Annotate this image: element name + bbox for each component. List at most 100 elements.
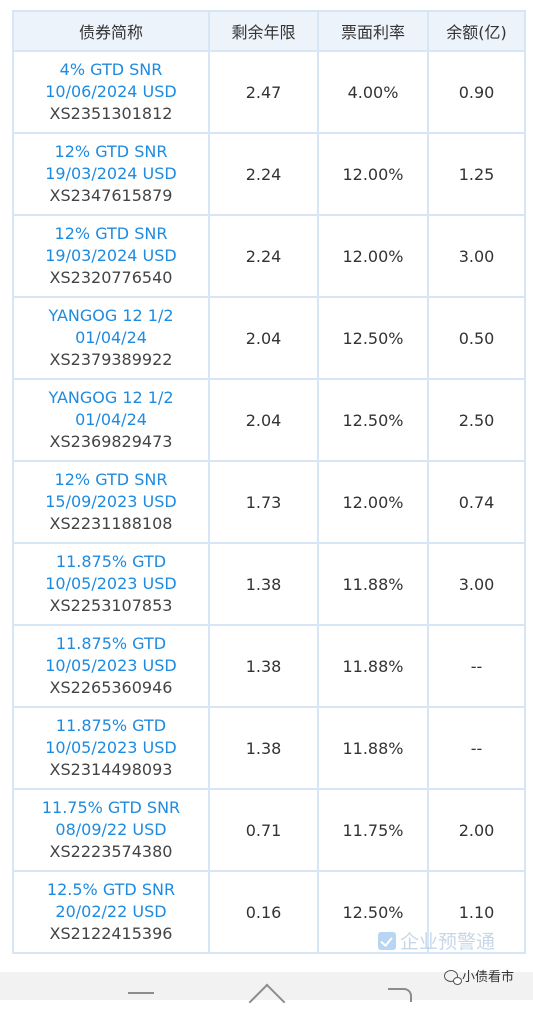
table-row[interactable]: 12% GTD SNR 19/03/2024 USD XS2320776540 2.2… [12,214,526,298]
table-row[interactable]: 4% GTD SNR 10/06/2024 USD XS2351301812 2.47… [12,50,526,134]
remaining-years-cell: 1.38 [208,542,319,626]
balance-cell: 1.25 [427,132,526,216]
balance-cell: 2.50 [427,378,526,462]
bond-name-line2[interactable]: 10/06/2024 USD [45,82,177,101]
bond-table: 债券简称 剩余年限 票面利率 余额(亿) 4% GTD SNR 10/06/202… [12,10,526,954]
table-row[interactable]: 12% GTD SNR 19/03/2024 USD XS2347615879 2.2… [12,132,526,216]
balance-cell: 1.10 [427,870,526,954]
account-name: 小债看市 [462,970,515,985]
header-remaining-years: 剩余年限 [208,10,319,52]
bond-name-line2[interactable]: 10/05/2023 USD [45,738,177,757]
account-tag: 小债看市 [444,966,514,985]
bond-name-cell[interactable]: 12.5% GTD SNR 20/02/22 USD XS2122415396 [12,870,210,954]
balance-cell: -- [427,706,526,790]
coupon-rate-cell: 12.00% [317,460,429,544]
balance-cell: 3.00 [427,542,526,626]
bond-name-line1[interactable]: 11.875% GTD [55,552,167,571]
bond-name-line2[interactable]: 19/03/2024 USD [45,246,177,265]
bond-name-cell[interactable]: YANGOG 12 1/2 01/04/24 XS2379389922 [12,296,210,380]
bond-code: XS2369829473 [49,432,173,451]
remaining-years-cell: 1.38 [208,624,319,708]
table-row[interactable]: 11.875% GTD 10/05/2023 USD XS2265360946 1.3… [12,624,526,708]
bond-name-cell[interactable]: 12% GTD SNR 19/03/2024 USD XS2320776540 [12,214,210,298]
remaining-years-cell: 1.38 [208,706,319,790]
table-row[interactable]: 12.5% GTD SNR 20/02/22 USD XS2122415396 0.1… [12,870,526,954]
coupon-rate-cell: 11.75% [317,788,429,872]
coupon-rate-cell: 12.00% [317,132,429,216]
coupon-rate-cell: 11.88% [317,542,429,626]
bond-name-line1[interactable]: 4% GTD SNR [59,60,163,79]
bond-code: XS2265360946 [49,678,173,697]
coupon-rate-cell: 12.50% [317,870,429,954]
bond-name-line1[interactable]: 12.5% GTD SNR [46,880,176,899]
bond-code: XS2223574380 [49,842,173,861]
bond-code: XS2347615879 [49,186,173,205]
table-row[interactable]: 11.875% GTD 10/05/2023 USD XS2314498093 1.3… [12,706,526,790]
coupon-rate-cell: 12.00% [317,214,429,298]
bond-name-cell[interactable]: 12% GTD SNR 15/09/2023 USD XS2231188108 [12,460,210,544]
home-icon[interactable] [248,983,286,1020]
header-balance: 余额(亿) [427,10,526,52]
bond-name-cell[interactable]: 12% GTD SNR 19/03/2024 USD XS2347615879 [12,132,210,216]
header-bond-name: 债券简称 [12,10,210,52]
bond-name-line2[interactable]: 20/02/22 USD [55,902,167,921]
bond-code: XS2314498093 [49,760,173,779]
remaining-years-cell: 2.24 [208,214,319,298]
bond-code: XS2379389922 [49,350,173,369]
bond-code: XS2253107853 [49,596,173,615]
bond-code: XS2122415396 [49,924,173,943]
bond-name-cell[interactable]: 4% GTD SNR 10/06/2024 USD XS2351301812 [12,50,210,134]
bond-name-line2[interactable]: 15/09/2023 USD [45,492,177,511]
table-row[interactable]: YANGOG 12 1/2 01/04/24 XS2379389922 2.04 12.… [12,296,526,380]
bond-name-line1[interactable]: 11.875% GTD [55,634,167,653]
bond-code: XS2351301812 [49,104,173,123]
remaining-years-cell: 0.16 [208,870,319,954]
balance-cell: 0.90 [427,50,526,134]
wechat-icon [444,969,462,985]
bond-name-line2[interactable]: 19/03/2024 USD [45,164,177,183]
table-row[interactable]: 11.875% GTD 10/05/2023 USD XS2253107853 1.3… [12,542,526,626]
bond-name-line2[interactable]: 08/09/22 USD [55,820,167,839]
back-icon[interactable] [388,988,412,1002]
table-row[interactable]: YANGOG 12 1/2 01/04/24 XS2369829473 2.04 12.… [12,378,526,462]
bond-name-line1[interactable]: 12% GTD SNR [54,224,168,243]
bond-name-line1[interactable]: 11.75% GTD SNR [41,798,181,817]
bond-name-line1[interactable]: 12% GTD SNR [54,470,168,489]
remaining-years-cell: 2.04 [208,296,319,380]
balance-cell: 2.00 [427,788,526,872]
bond-name-cell[interactable]: 11.75% GTD SNR 08/09/22 USD XS2223574380 [12,788,210,872]
bond-name-cell[interactable]: 11.875% GTD 10/05/2023 USD XS2314498093 [12,706,210,790]
header-coupon-rate: 票面利率 [317,10,429,52]
coupon-rate-cell: 4.00% [317,50,429,134]
bond-name-line1[interactable]: 12% GTD SNR [54,142,168,161]
coupon-rate-cell: 12.50% [317,296,429,380]
bond-code: XS2320776540 [49,268,173,287]
bond-name-line1[interactable]: YANGOG 12 1/2 [48,306,174,325]
table-header-row: 债券简称 剩余年限 票面利率 余额(亿) [12,10,526,52]
remaining-years-cell: 2.24 [208,132,319,216]
balance-cell: 0.50 [427,296,526,380]
coupon-rate-cell: 12.50% [317,378,429,462]
bond-name-line1[interactable]: 11.875% GTD [55,716,167,735]
bond-name-cell[interactable]: YANGOG 12 1/2 01/04/24 XS2369829473 [12,378,210,462]
remaining-years-cell: 2.04 [208,378,319,462]
table-row[interactable]: 11.75% GTD SNR 08/09/22 USD XS2223574380 0.… [12,788,526,872]
coupon-rate-cell: 11.88% [317,706,429,790]
coupon-rate-cell: 11.88% [317,624,429,708]
menu-icon[interactable] [128,992,154,994]
bond-name-line2[interactable]: 01/04/24 [75,410,147,429]
bond-name-cell[interactable]: 11.875% GTD 10/05/2023 USD XS2253107853 [12,542,210,626]
bond-name-line2[interactable]: 01/04/24 [75,328,147,347]
remaining-years-cell: 0.71 [208,788,319,872]
balance-cell: 3.00 [427,214,526,298]
table-row[interactable]: 12% GTD SNR 15/09/2023 USD XS2231188108 1.7… [12,460,526,544]
bond-name-line2[interactable]: 10/05/2023 USD [45,574,177,593]
bond-name-line1[interactable]: YANGOG 12 1/2 [48,388,174,407]
bond-code: XS2231188108 [49,514,173,533]
bond-name-cell[interactable]: 11.875% GTD 10/05/2023 USD XS2265360946 [12,624,210,708]
remaining-years-cell: 2.47 [208,50,319,134]
bond-name-line2[interactable]: 10/05/2023 USD [45,656,177,675]
remaining-years-cell: 1.73 [208,460,319,544]
balance-cell: 0.74 [427,460,526,544]
